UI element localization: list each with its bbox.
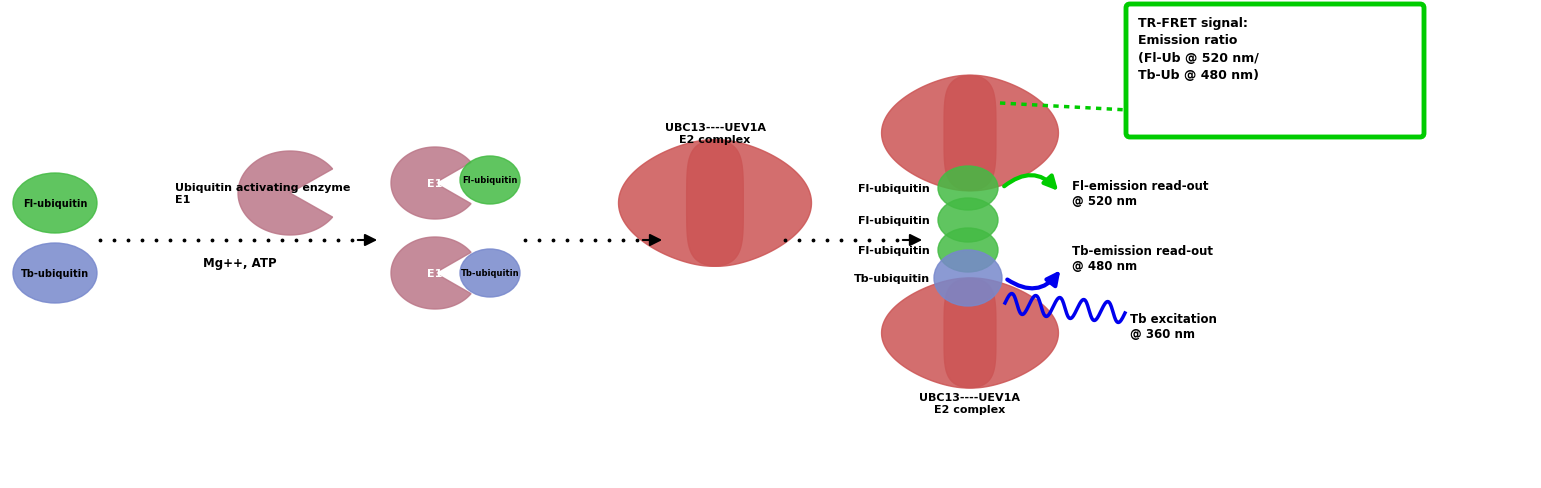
Text: Fl-ubiquitin: Fl-ubiquitin	[858, 183, 931, 194]
Text: Fl-ubiquitin: Fl-ubiquitin	[858, 216, 931, 225]
Text: E1: E1	[427, 179, 442, 189]
Ellipse shape	[461, 157, 519, 204]
Text: TR-FRET signal:
Emission ratio
(Fl-Ub @ 520 nm/
Tb-Ub @ 480 nm): TR-FRET signal: Emission ratio (Fl-Ub @ …	[1137, 17, 1259, 82]
FancyArrowPatch shape	[1008, 274, 1057, 289]
Ellipse shape	[12, 244, 97, 304]
Ellipse shape	[934, 250, 1002, 306]
Ellipse shape	[938, 228, 999, 272]
Text: Fl-ubiquitin: Fl-ubiquitin	[462, 176, 518, 185]
Ellipse shape	[461, 249, 519, 297]
Polygon shape	[618, 141, 743, 267]
Text: Fl-emission read-out
@ 520 nm: Fl-emission read-out @ 520 nm	[1073, 180, 1208, 207]
FancyArrowPatch shape	[1005, 176, 1056, 188]
Text: Tb-ubiquitin: Tb-ubiquitin	[461, 269, 519, 278]
Polygon shape	[945, 279, 1059, 388]
Text: Ubiquitin activating enzyme
E1: Ubiquitin activating enzyme E1	[176, 183, 350, 205]
FancyBboxPatch shape	[1126, 5, 1424, 138]
Text: Fl-ubiquitin: Fl-ubiquitin	[23, 199, 88, 208]
Polygon shape	[391, 238, 472, 309]
Polygon shape	[881, 279, 995, 388]
Text: UBC13----UEV1A
E2 complex: UBC13----UEV1A E2 complex	[920, 392, 1020, 414]
Polygon shape	[687, 141, 812, 267]
Text: Fl-ubiquitin: Fl-ubiquitin	[858, 245, 931, 256]
Text: Tb-ubiquitin: Tb-ubiquitin	[854, 273, 931, 284]
Text: Tb-emission read-out
@ 480 nm: Tb-emission read-out @ 480 nm	[1073, 244, 1213, 272]
Text: E1: E1	[427, 268, 442, 279]
Text: Tb-ubiquitin: Tb-ubiquitin	[22, 268, 89, 279]
Text: UBC13----UEV1A
E2 complex: UBC13----UEV1A E2 complex	[664, 122, 766, 145]
Ellipse shape	[938, 167, 999, 210]
Text: Tb excitation
@ 360 nm: Tb excitation @ 360 nm	[1130, 312, 1217, 340]
Ellipse shape	[12, 174, 97, 234]
Polygon shape	[945, 76, 1059, 191]
Polygon shape	[881, 76, 995, 191]
Text: Mg++, ATP: Mg++, ATP	[203, 257, 277, 270]
Ellipse shape	[938, 199, 999, 243]
Polygon shape	[237, 152, 333, 236]
Polygon shape	[391, 148, 472, 220]
